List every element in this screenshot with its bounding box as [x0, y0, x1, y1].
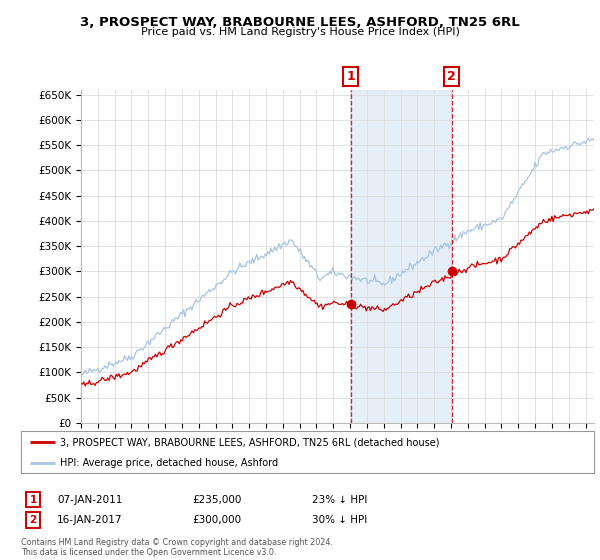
Text: Contains HM Land Registry data © Crown copyright and database right 2024.
This d: Contains HM Land Registry data © Crown c… — [21, 538, 333, 557]
Text: 1: 1 — [347, 70, 355, 83]
Text: HPI: Average price, detached house, Ashford: HPI: Average price, detached house, Ashf… — [60, 458, 278, 468]
Text: Price paid vs. HM Land Registry's House Price Index (HPI): Price paid vs. HM Land Registry's House … — [140, 27, 460, 37]
Text: 07-JAN-2011: 07-JAN-2011 — [57, 494, 122, 505]
Text: £300,000: £300,000 — [192, 515, 241, 525]
Text: 3, PROSPECT WAY, BRABOURNE LEES, ASHFORD, TN25 6RL (detached house): 3, PROSPECT WAY, BRABOURNE LEES, ASHFORD… — [60, 437, 439, 447]
Text: 16-JAN-2017: 16-JAN-2017 — [57, 515, 122, 525]
Text: 3, PROSPECT WAY, BRABOURNE LEES, ASHFORD, TN25 6RL: 3, PROSPECT WAY, BRABOURNE LEES, ASHFORD… — [80, 16, 520, 29]
Text: 23% ↓ HPI: 23% ↓ HPI — [312, 494, 367, 505]
Text: 2: 2 — [448, 70, 456, 83]
Text: 30% ↓ HPI: 30% ↓ HPI — [312, 515, 367, 525]
Text: 1: 1 — [29, 494, 37, 505]
Text: 2: 2 — [29, 515, 37, 525]
Text: £235,000: £235,000 — [192, 494, 241, 505]
Bar — [351, 90, 452, 423]
